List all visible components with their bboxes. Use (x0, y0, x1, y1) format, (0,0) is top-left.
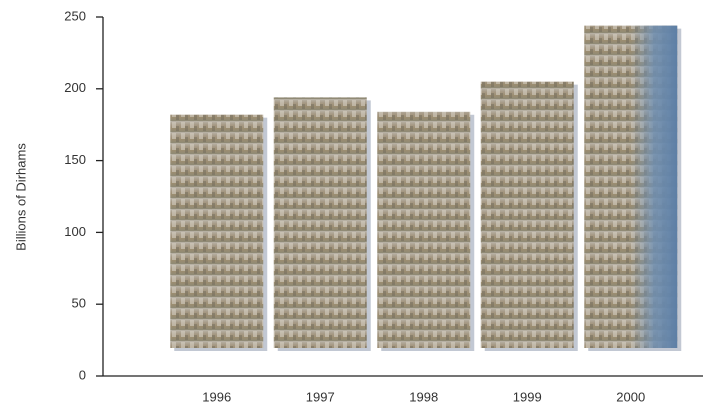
y-tick-label: 200 (64, 80, 86, 95)
y-tick-label: 100 (64, 224, 86, 239)
x-tick-label: 2000 (616, 389, 645, 404)
y-axis-label: Billions of Dirhams (13, 143, 28, 251)
x-tick-label: 1996 (202, 389, 231, 404)
y-tick-label: 250 (64, 8, 86, 23)
y-tick-label: 150 (64, 152, 86, 167)
bar (480, 81, 574, 349)
x-tick-label: 1998 (409, 389, 438, 404)
bar (170, 114, 264, 348)
x-tick-label: 1997 (306, 389, 335, 404)
bar (273, 97, 367, 348)
y-tick-label: 0 (79, 367, 86, 382)
bar-sea (630, 25, 678, 349)
x-tick-label: 1999 (513, 389, 542, 404)
bar (377, 111, 471, 348)
y-tick-label: 50 (72, 296, 86, 311)
